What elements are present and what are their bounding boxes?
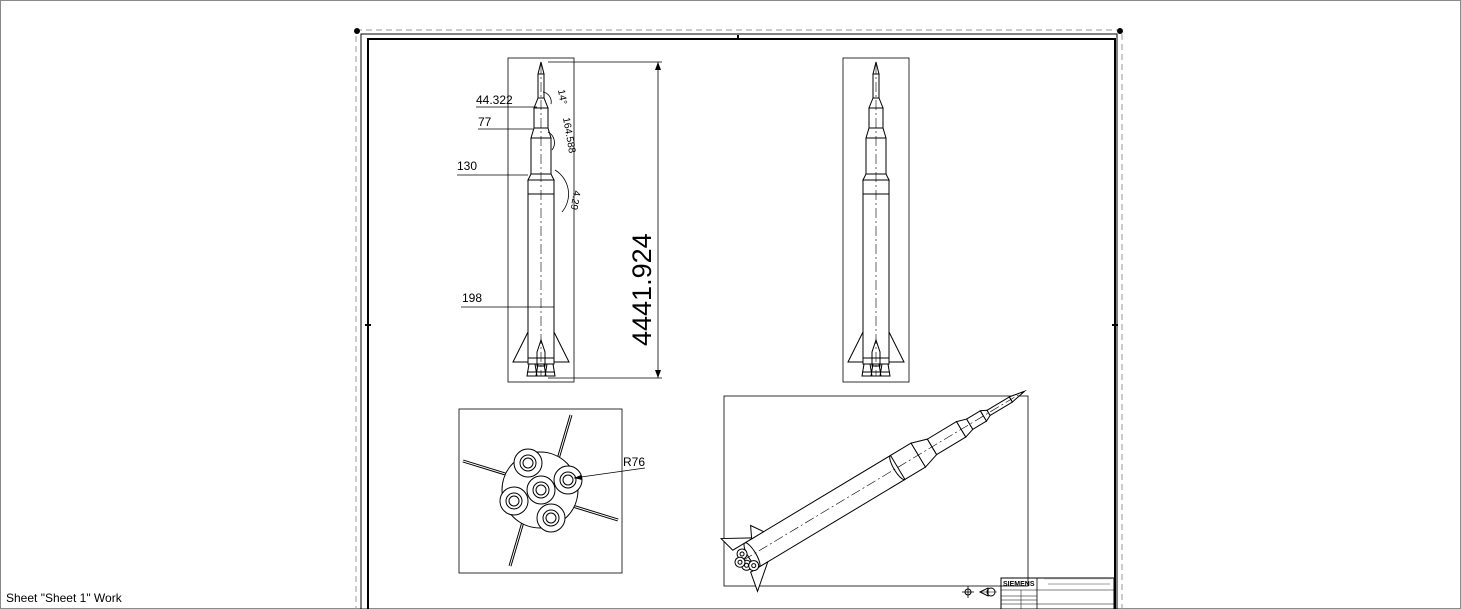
sheet-boundary — [355, 29, 1123, 609]
isometric-view[interactable] — [719, 364, 1044, 593]
sheet-frame-outer — [360, 33, 1118, 609]
title-block[interactable]: SIEMENS — [1000, 577, 1115, 609]
dim-diameter-2: 77 — [478, 115, 492, 129]
status-bar-sheet-label: Sheet "Sheet 1" Work — [6, 591, 122, 605]
dim-angle-3: 4.29 — [568, 189, 582, 211]
dim-overall-height: 4441.924 — [627, 233, 657, 346]
side-view[interactable] — [842, 57, 910, 383]
dim-diameter-3: 130 — [457, 159, 477, 173]
corner-handle[interactable] — [1117, 28, 1123, 34]
dim-angle-2: 164.588 — [560, 117, 577, 155]
front-view[interactable]: 44.322 77 130 198 14° 164.588 4.29 4441.… — [457, 57, 662, 383]
bottom-view[interactable]: R76 — [458, 408, 645, 574]
projection-symbol — [962, 586, 997, 598]
dim-angle-1: 14° — [555, 89, 568, 106]
dim-radius: R76 — [623, 455, 645, 469]
title-block-company: SIEMENS — [1003, 581, 1035, 588]
dim-diameter-4: 198 — [462, 291, 482, 305]
dim-diameter-1: 44.322 — [476, 93, 513, 107]
sheet-frame-inner — [367, 38, 1116, 609]
corner-handle[interactable] — [354, 28, 360, 34]
